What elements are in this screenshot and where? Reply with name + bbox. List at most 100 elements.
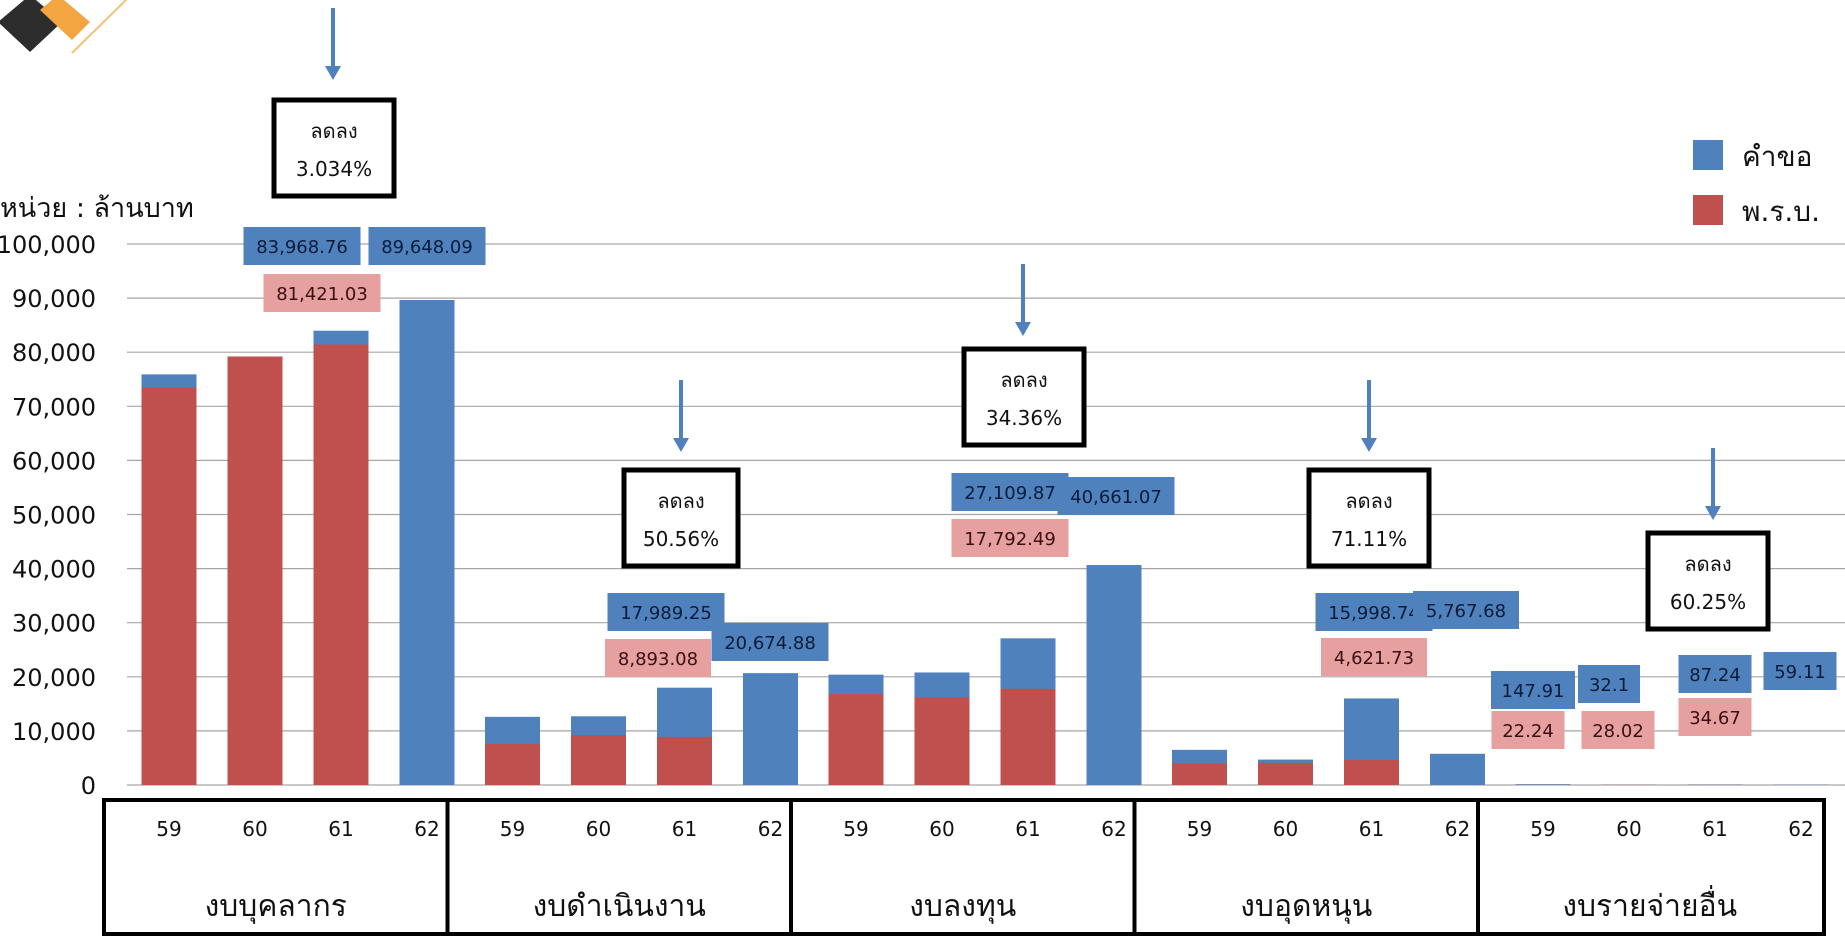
x-tick-label: 59 — [1187, 817, 1212, 841]
x-tick-label: 62 — [1101, 817, 1126, 841]
callout-box — [621, 467, 741, 569]
bar-act — [657, 736, 712, 785]
bar-request — [1430, 753, 1485, 785]
bar-act — [1172, 763, 1227, 785]
data-label: 27,109.87 — [964, 483, 1056, 504]
group-label: งบบุคลากร — [205, 889, 347, 925]
group-label: งบรายจ่ายอื่น — [1562, 885, 1737, 924]
bar-request — [1086, 565, 1142, 785]
down-arrow-icon — [1015, 322, 1031, 336]
callout-title: ลดลง — [1345, 489, 1392, 513]
data-label-box-request — [607, 593, 725, 631]
legend-label: คำขอ — [1742, 140, 1812, 173]
data-label: 34.67 — [1689, 708, 1741, 729]
data-label: 59.11 — [1774, 662, 1826, 683]
data-label: 81,421.03 — [276, 284, 368, 305]
callout-value: 3.034% — [296, 157, 372, 181]
data-label: 8,893.08 — [618, 649, 698, 670]
data-label-box-request — [711, 623, 829, 661]
group-label: งบดำเนินงาน — [533, 889, 706, 924]
callout-title: ลดลง — [1684, 552, 1731, 576]
x-tick-label: 62 — [1788, 817, 1813, 841]
data-label: 5,767.68 — [1426, 601, 1506, 622]
data-label-box-act — [263, 274, 381, 312]
data-label-box-act — [1581, 711, 1655, 749]
data-label: 17,792.49 — [964, 529, 1056, 550]
bar-act — [1258, 762, 1313, 785]
data-label: 83,968.76 — [256, 237, 348, 258]
y-tick-label: 50,000 — [12, 502, 96, 530]
x-tick-label: 61 — [1702, 817, 1727, 841]
callout-title: ลดลง — [1000, 368, 1047, 392]
x-tick-label: 60 — [929, 817, 954, 841]
callout-value: 50.56% — [643, 527, 719, 551]
y-tick-label: 90,000 — [12, 285, 96, 313]
bar-act — [313, 344, 369, 785]
x-tick-label: 60 — [586, 817, 611, 841]
data-label: 4,621.73 — [1334, 648, 1414, 669]
orange-diamond-shape — [40, 0, 90, 40]
x-tick-label: 62 — [1445, 817, 1470, 841]
callout-value: 34.36% — [986, 406, 1062, 430]
data-label-box-request — [1578, 665, 1640, 703]
bar-request — [743, 673, 798, 785]
y-tick-label: 60,000 — [12, 447, 96, 475]
data-label-box-act — [1321, 638, 1427, 676]
data-label: 20,674.88 — [724, 633, 816, 654]
down-arrow-icon — [325, 66, 341, 80]
legend-swatch-act — [1693, 195, 1723, 225]
data-label: 15,998.74 — [1328, 603, 1420, 624]
data-label-box-request — [243, 227, 361, 265]
category-table-border — [102, 798, 1826, 936]
callout-box — [1306, 467, 1432, 569]
bar-act — [141, 387, 197, 785]
x-tick-label: 61 — [1359, 817, 1384, 841]
y-tick-label: 30,000 — [12, 610, 96, 638]
bar-act — [828, 694, 884, 785]
x-tick-label: 60 — [242, 817, 267, 841]
data-label-box-request — [951, 473, 1069, 511]
callout-value: 60.25% — [1670, 590, 1746, 614]
x-tick-label: 59 — [843, 817, 868, 841]
unit-label: หน่วย : ล้านบาท — [0, 193, 194, 224]
callout-box — [1645, 530, 1771, 632]
x-tick-label: 59 — [156, 817, 181, 841]
x-tick-label: 60 — [1616, 817, 1641, 841]
data-label: 147.91 — [1502, 681, 1565, 702]
callout-box — [271, 97, 397, 199]
y-tick-label: 20,000 — [12, 664, 96, 692]
x-tick-label: 62 — [758, 817, 783, 841]
bar-request — [399, 300, 455, 785]
x-tick-label: 59 — [500, 817, 525, 841]
data-label-box-request — [1763, 652, 1837, 690]
y-tick-label: 70,000 — [12, 393, 96, 421]
data-label: 40,661.07 — [1070, 487, 1162, 508]
down-arrow-icon — [1705, 506, 1721, 520]
bar-act — [571, 735, 626, 785]
bar-request — [1515, 784, 1571, 785]
x-tick-label: 62 — [414, 817, 439, 841]
y-tick-label: 100,000 — [0, 231, 96, 259]
y-tick-label: 10,000 — [12, 718, 96, 746]
data-label-box-act — [951, 519, 1069, 557]
orange-line-decoration — [71, 0, 128, 54]
data-label: 87.24 — [1689, 665, 1741, 686]
group-label: งบลงทุน — [909, 889, 1016, 925]
x-tick-label: 61 — [328, 817, 353, 841]
x-tick-label: 61 — [672, 817, 697, 841]
callout-box — [961, 346, 1087, 448]
data-label-box-request — [1057, 477, 1175, 515]
data-label-box-request — [1491, 671, 1575, 709]
data-label-box-act — [1491, 711, 1565, 749]
down-arrow-icon — [673, 438, 689, 452]
x-tick-label: 59 — [1530, 817, 1555, 841]
bar-act — [227, 356, 283, 785]
data-label: 28.02 — [1592, 721, 1644, 742]
legend-label: พ.ร.บ. — [1742, 195, 1820, 228]
y-tick-label: 40,000 — [12, 556, 96, 584]
callout-value: 71.11% — [1331, 527, 1407, 551]
bar-act — [914, 697, 970, 785]
group-label: งบอุดหนุน — [1240, 889, 1372, 925]
data-label-box-request — [1678, 655, 1752, 693]
